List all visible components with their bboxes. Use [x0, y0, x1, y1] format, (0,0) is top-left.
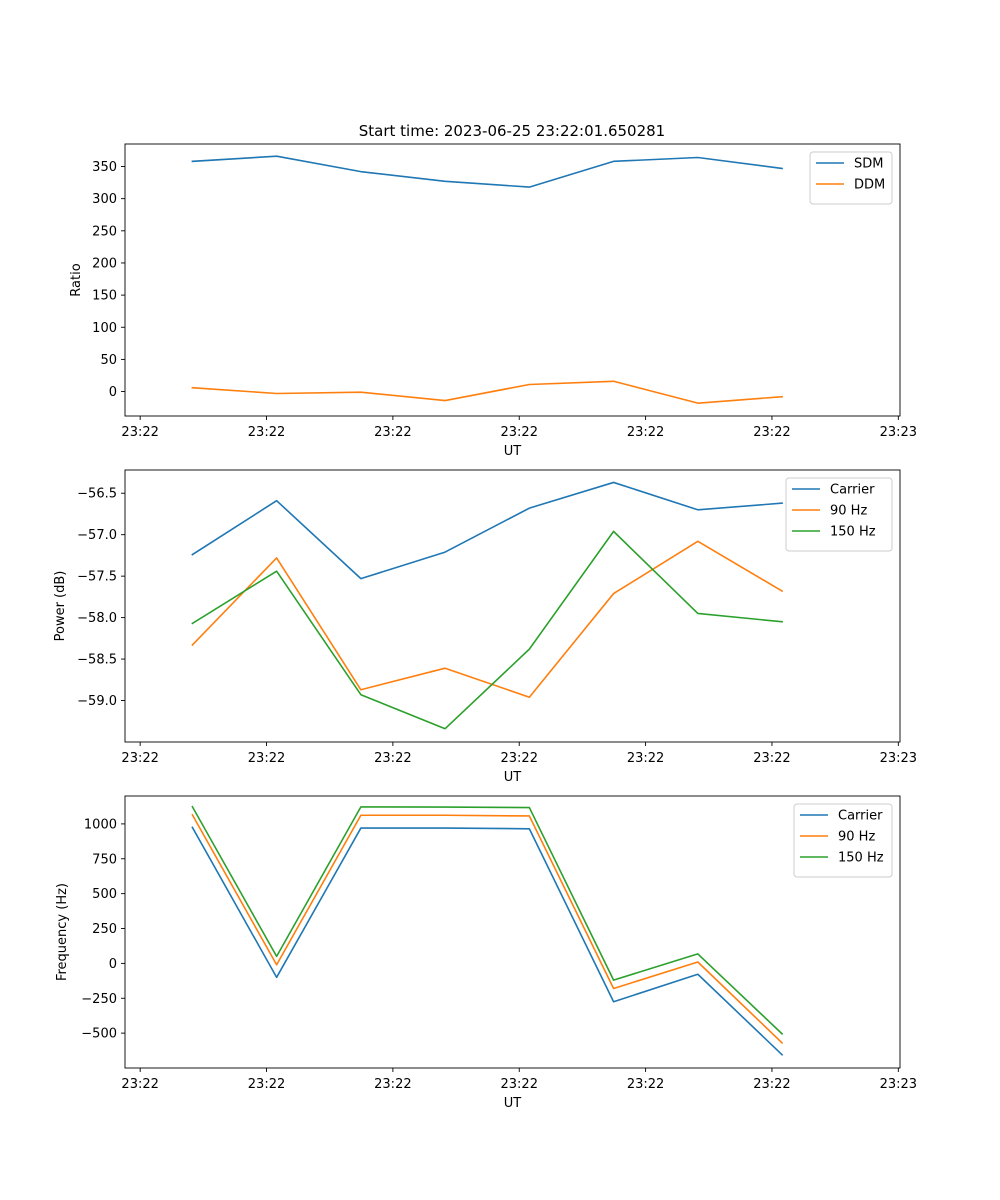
x-tick-label: 23:22: [501, 1077, 538, 1092]
y-tick-label: −59.0: [77, 694, 117, 709]
y-tick-label: −250: [81, 992, 117, 1007]
y-tick-label: −58.0: [77, 611, 117, 626]
y-tick-label: 250: [92, 922, 117, 937]
series-line-150-hz: [191, 530, 783, 730]
legend-entry-label: 150 Hz: [838, 851, 884, 866]
x-tick-label: 23:22: [501, 425, 538, 440]
series-line-90-hz: [191, 813, 784, 1045]
x-tick-label: 23:23: [880, 751, 917, 766]
x-tick-label: 23:22: [374, 425, 411, 440]
axes-frame: [124, 795, 901, 1069]
y-tick-label: 50: [100, 353, 117, 368]
series-line-carrier: [191, 481, 783, 580]
x-tick-label: 23:22: [753, 751, 790, 766]
x-tick-label: 23:22: [627, 1077, 664, 1092]
chart-panel-3: 23:22 23:22 23:22 23:22 23:22 23:22 23:23 −500 −…: [55, 795, 917, 1111]
chart-panel-1: 23:22 23:22 23:22 23:22 23:22 23:22 23:23 0 50 10…: [69, 143, 917, 459]
x-tick-label: 23:22: [753, 425, 790, 440]
legend-entry-label: 150 Hz: [830, 525, 876, 540]
y-tick-label: 150: [92, 289, 117, 304]
axes-frame: [124, 143, 901, 417]
legend-entry-label: Carrier: [838, 809, 883, 824]
x-tick-label: 23:22: [627, 751, 664, 766]
y-tick-label: 200: [92, 256, 117, 271]
x-tick-label: 23:22: [248, 751, 285, 766]
figure-title: Start time: 2023-06-25 23:22:01.650281: [359, 122, 665, 140]
x-tick-label: 23:23: [880, 425, 917, 440]
y-axis-label: Ratio: [69, 263, 84, 296]
x-tick-label: 23:22: [248, 425, 285, 440]
y-tick-label: 750: [92, 852, 117, 867]
y-tick-label: −500: [81, 1027, 117, 1042]
legend-box: [785, 477, 893, 552]
legend-entry-label: DDM: [854, 178, 885, 193]
x-tick-label: 23:22: [374, 751, 411, 766]
y-tick-label: −56.5: [77, 487, 117, 502]
legend-entry-label: 90 Hz: [838, 830, 875, 845]
legend-box: [809, 151, 893, 205]
legend: Carrier 90 Hz 150 Hz: [785, 477, 893, 552]
x-axis-label: UT: [504, 770, 522, 785]
y-tick-label: −57.0: [77, 528, 117, 543]
series-line-150-hz: [191, 805, 784, 1035]
y-tick-label: 300: [92, 192, 117, 207]
x-axis-label: UT: [504, 444, 522, 459]
x-tick-label: 23:22: [121, 425, 158, 440]
y-tick-label: 0: [109, 385, 117, 400]
y-tick-label: 500: [92, 887, 117, 902]
y-tick-label: −57.5: [77, 570, 117, 585]
y-tick-label: 250: [92, 224, 117, 239]
y-tick-label: 350: [92, 160, 117, 175]
legend-entry-label: SDM: [854, 157, 883, 172]
series-line-90-hz: [191, 540, 784, 699]
x-tick-label: 23:22: [501, 751, 538, 766]
x-tick-label: 23:23: [880, 1077, 917, 1092]
legend: Carrier 90 Hz 150 Hz: [793, 803, 893, 878]
series-line-sdm: [191, 155, 783, 188]
y-tick-label: 100: [92, 321, 117, 336]
x-tick-label: 23:22: [121, 751, 158, 766]
y-axis-label: Power (dB): [53, 571, 68, 642]
series-line-carrier: [191, 826, 784, 1056]
chart-panel-2: 23:22 23:22 23:22 23:22 23:22 23:22 23:23 −59.0…: [53, 469, 917, 785]
x-axis-label: UT: [504, 1096, 522, 1111]
x-tick-label: 23:22: [121, 1077, 158, 1092]
legend: SDM DDM: [809, 151, 893, 205]
x-tick-label: 23:22: [374, 1077, 411, 1092]
legend-entry-label: 90 Hz: [830, 504, 867, 519]
x-tick-label: 23:22: [248, 1077, 285, 1092]
y-tick-label: 0: [109, 957, 117, 972]
axes-frame: [124, 469, 901, 743]
legend-entry-label: Carrier: [830, 483, 875, 498]
series-line-ddm: [191, 380, 783, 404]
y-tick-label: 1000: [84, 817, 117, 832]
y-tick-label: −58.5: [77, 653, 117, 668]
legend-box: [793, 803, 893, 878]
y-axis-label: Frequency (Hz): [55, 883, 70, 981]
x-tick-label: 23:22: [753, 1077, 790, 1092]
x-tick-label: 23:22: [627, 425, 664, 440]
